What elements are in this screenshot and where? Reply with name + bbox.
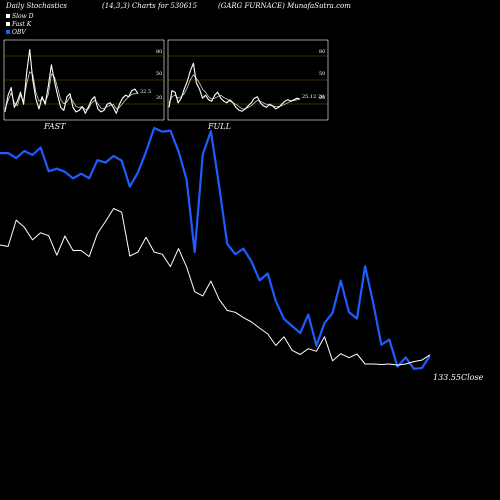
close-price-line	[0, 208, 431, 366]
full-value-label: 25.12	[302, 94, 316, 100]
fast-tick-80: 80	[156, 49, 162, 55]
legend-label-slow-d: Slow D	[12, 13, 34, 20]
fast-panel: 80 50 20 32.5 FAST	[3, 39, 165, 131]
full-fast-k-line	[168, 62, 301, 112]
full-panel-label: FULL	[207, 122, 231, 131]
fast-value-label: 32.5	[140, 89, 151, 95]
legend: Slow D Fast K OBV	[6, 13, 34, 36]
fast-tick-50: 50	[156, 71, 162, 77]
full-tick-50: 50	[319, 71, 325, 77]
fast-panel-label: FAST	[43, 122, 66, 131]
legend-swatch-obv	[6, 30, 10, 34]
legend-label-fast-k: Fast K	[11, 21, 32, 28]
full-tick-20: 20	[319, 95, 325, 101]
obv-line	[0, 126, 431, 370]
full-value-label-2: 20	[318, 94, 324, 100]
fast-fast-k-line	[4, 49, 139, 114]
close-price-label: 133.55Close	[433, 373, 484, 382]
price-panel: 133.55Close	[0, 126, 484, 382]
full-slow-d-line	[168, 74, 301, 110]
legend-swatch-slow-d	[6, 14, 10, 18]
chart-title: Daily Stochastics	[5, 2, 67, 10]
company-label: (GARG FURNACE) MunafaSutra.com	[218, 2, 351, 10]
full-panel: 80 50 20 25.12 20 FULL	[167, 39, 329, 131]
legend-label-obv: OBV	[12, 29, 26, 36]
fast-tick-20: 20	[156, 95, 162, 101]
chart-params: (14,3,3) Charts for 530615	[102, 2, 198, 10]
full-tick-80: 80	[319, 49, 325, 55]
legend-swatch-fast-k	[6, 22, 10, 26]
